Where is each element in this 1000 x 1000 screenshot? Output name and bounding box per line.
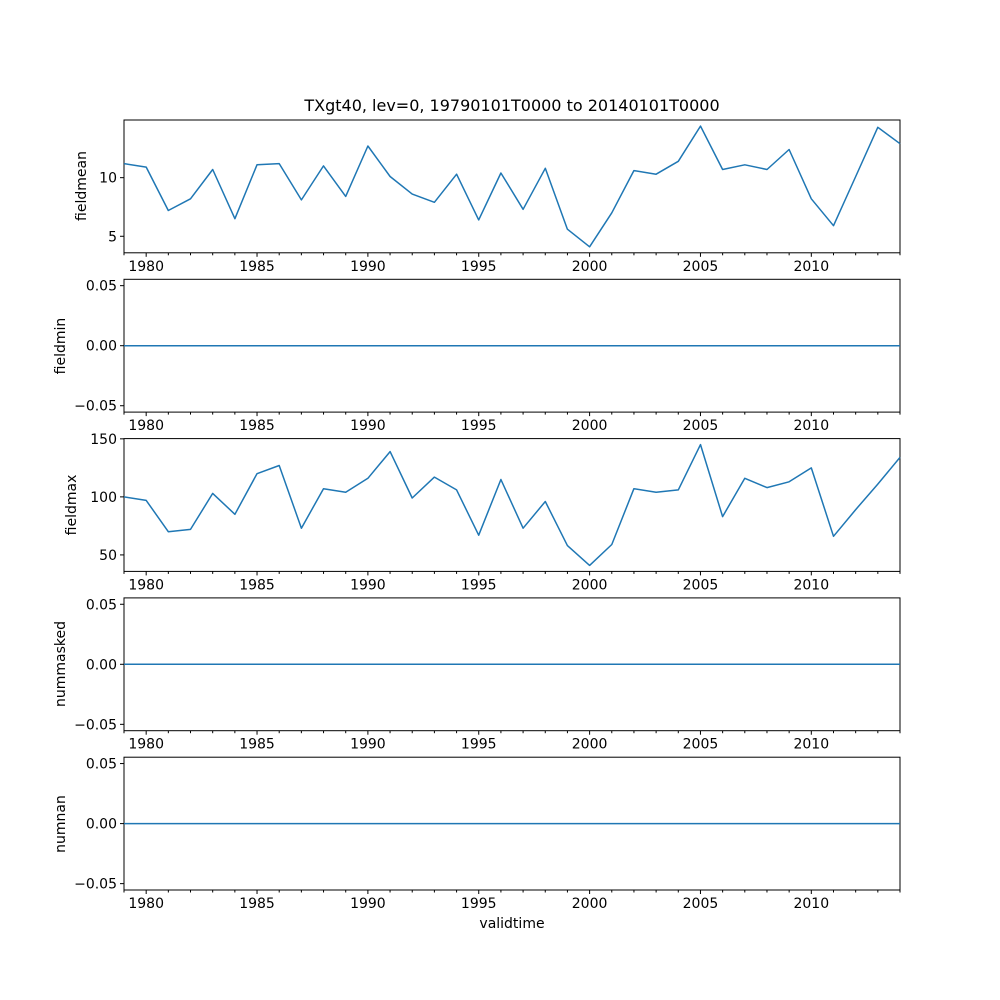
y-tick-label: 0.00	[86, 817, 117, 833]
y-tick-label: 10	[99, 171, 117, 187]
x-tick-label: 2005	[683, 418, 719, 434]
y-tick-label: 100	[90, 490, 117, 506]
y-tick-label: 50	[99, 548, 117, 564]
x-tick-label: 1990	[350, 418, 386, 434]
x-tick-label: 2010	[793, 259, 829, 275]
x-tick-label: 2010	[793, 896, 829, 912]
x-tick-label: 2005	[683, 577, 719, 593]
y-tick-label: 0.05	[86, 757, 117, 773]
axes-frame	[123, 119, 901, 254]
y-axis-label-numnan: numnan	[53, 795, 69, 853]
x-tick-label: 1995	[461, 737, 497, 753]
x-tick-label: 2000	[572, 896, 608, 912]
subplot-nummasked: 1980 1985 1990 1995 2000 2005 2010 −0.05 0.00 0.0…	[74, 597, 901, 753]
line-series-fieldmean	[123, 125, 901, 248]
x-tick-label: 2005	[683, 737, 719, 753]
x-tick-label: 1985	[239, 737, 275, 753]
x-tick-label: 1985	[239, 896, 275, 912]
x-tick-label: 1995	[461, 418, 497, 434]
y-tick-label: 5	[108, 229, 117, 245]
subplot-fieldmean: 1980 1985 1990 1995 2000 2005 2010 5 10	[99, 119, 901, 275]
y-tick-label: −0.05	[74, 877, 117, 893]
figure-title: TXgt40, lev=0, 19790101T0000 to 20140101…	[304, 96, 720, 115]
subplot-fieldmin: 1980 1985 1990 1995 2000 2005 2010 −0.05 0.00 0.0…	[74, 279, 901, 434]
x-tick-label: 2010	[793, 577, 829, 593]
x-tick-label: 2005	[683, 259, 719, 275]
x-tick-label: 1980	[128, 577, 164, 593]
subplot-numnan: 1980 1985 1990 1995 2000 2005 2010 −0.05 0.00 0.0…	[74, 757, 901, 912]
x-axis-label: validtime	[479, 916, 545, 932]
subplot-fieldmax: 1980 1985 1990 1995 2000 2005 2010 50 100 150	[90, 432, 901, 593]
x-tick-label: 1995	[461, 577, 497, 593]
x-tick-label: 1980	[128, 259, 164, 275]
x-tick-label: 1990	[350, 896, 386, 912]
y-tick-label: 150	[90, 432, 117, 448]
y-axis-label-fieldmean: fieldmean	[74, 151, 90, 221]
x-tick-label: 2010	[793, 418, 829, 434]
y-tick-label: 0.05	[86, 279, 117, 295]
x-tick-label: 1990	[350, 737, 386, 753]
x-tick-label: 2000	[572, 418, 608, 434]
x-tick-label: 1980	[128, 737, 164, 753]
y-tick-label: 0.00	[86, 339, 117, 355]
y-tick-label: 0.05	[86, 597, 117, 613]
x-tick-label: 2005	[683, 896, 719, 912]
x-tick-label: 1990	[350, 577, 386, 593]
x-tick-label: 2000	[572, 737, 608, 753]
x-tick-label: 1985	[239, 577, 275, 593]
x-tick-label: 2010	[793, 737, 829, 753]
y-tick-label: 0.00	[86, 657, 117, 673]
x-tick-label: 2000	[572, 259, 608, 275]
line-series-fieldmax	[123, 443, 901, 567]
y-tick-label: −0.05	[74, 717, 117, 733]
x-tick-label: 1985	[239, 418, 275, 434]
x-tick-label: 1985	[239, 259, 275, 275]
x-tick-label: 1995	[461, 896, 497, 912]
axes-frame	[123, 438, 901, 572]
x-tick-label: 2000	[572, 577, 608, 593]
x-tick-label: 1995	[461, 259, 497, 275]
x-tick-label: 1980	[128, 418, 164, 434]
x-tick-label: 1980	[128, 896, 164, 912]
x-tick-label: 1990	[350, 259, 386, 275]
y-tick-label: −0.05	[74, 399, 117, 415]
